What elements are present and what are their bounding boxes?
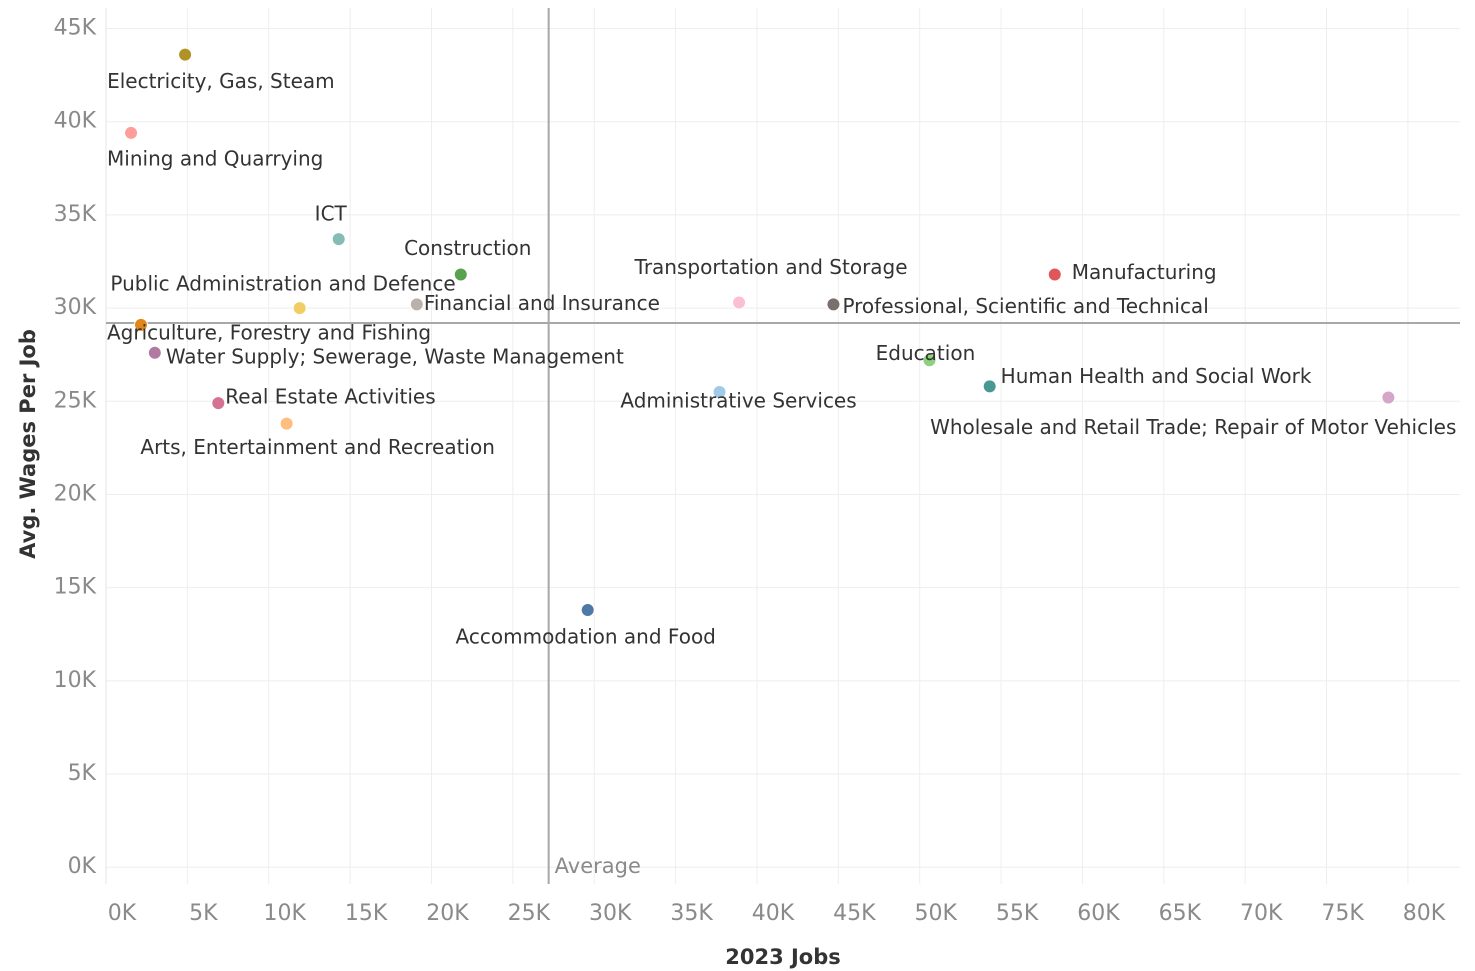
point: [1047, 267, 1062, 282]
point-label: Manufacturing: [1072, 260, 1217, 284]
y-tick-label: 45K: [54, 16, 97, 41]
y-tick-label: 40K: [54, 109, 97, 134]
point: [211, 396, 226, 411]
point-label: Accommodation and Food: [456, 625, 716, 649]
point: [922, 353, 937, 368]
point-label: Arts, Entertainment and Recreation: [140, 435, 495, 459]
y-tick-label: 35K: [54, 202, 97, 227]
point-label: Professional, Scientific and Technical: [842, 294, 1208, 318]
point: [453, 267, 468, 282]
x-tick-label: 15K: [345, 901, 388, 926]
x-tick-label: 70K: [1240, 901, 1283, 926]
x-tick-label: 10K: [264, 901, 307, 926]
y-tick-label: 0K: [68, 854, 97, 879]
y-tick-label: 25K: [54, 388, 97, 413]
x-tick-label: 0K: [108, 901, 137, 926]
point: [732, 295, 747, 310]
point: [147, 345, 162, 360]
point-label: Water Supply; Sewerage, Waste Management: [166, 344, 624, 368]
point: [982, 379, 997, 394]
point-label: Public Administration and Defence: [110, 272, 455, 296]
point: [712, 384, 727, 399]
x-tick-label: 30K: [589, 901, 632, 926]
x-tick-label: 45K: [833, 901, 876, 926]
point: [133, 317, 148, 332]
x-tick-label: 40K: [752, 901, 795, 926]
point-label: Education: [876, 341, 976, 365]
y-tick-label: 15K: [54, 575, 97, 600]
point-label: Construction: [404, 236, 531, 260]
x-tick-label: 5K: [189, 901, 218, 926]
point-label: ICT: [315, 202, 348, 226]
point: [178, 47, 193, 62]
point-label: Human Health and Social Work: [1001, 364, 1312, 388]
y-axis-title: Avg. Wages Per Job: [16, 329, 40, 559]
x-tick-label: 65K: [1159, 901, 1202, 926]
y-tick-label: 30K: [54, 295, 97, 320]
x-tick-label: 20K: [426, 901, 469, 926]
x-tick-label: 55K: [996, 901, 1039, 926]
x-tick-label: 60K: [1077, 901, 1120, 926]
point: [292, 301, 307, 316]
x-tick-label: 75K: [1321, 901, 1364, 926]
point: [331, 232, 346, 247]
x-axis-title: 2023 Jobs: [725, 945, 841, 969]
point-label: Financial and Insurance: [424, 291, 660, 315]
point: [826, 297, 841, 312]
x-tick-label: 25K: [508, 901, 551, 926]
y-tick-label: 20K: [54, 481, 97, 506]
point-label: Mining and Quarrying: [107, 146, 323, 170]
point-label: Electricity, Gas, Steam: [107, 69, 335, 93]
y-tick-label: 5K: [68, 761, 97, 786]
point-label: Real Estate Activities: [225, 385, 435, 409]
point-label: Wholesale and Retail Trade; Repair of Mo…: [930, 415, 1456, 439]
reference-label: Average: [555, 854, 641, 878]
point-label: Administrative Services: [620, 388, 856, 412]
x-tick-label: 80K: [1403, 901, 1446, 926]
point-label: Transportation and Storage: [634, 255, 908, 279]
x-tick-label: 35K: [670, 901, 713, 926]
y-tick-label: 10K: [54, 668, 97, 693]
point-label: Agriculture, Forestry and Fishing: [107, 320, 431, 344]
point: [1381, 390, 1396, 405]
point: [409, 297, 424, 312]
x-tick-label: 50K: [914, 901, 957, 926]
point: [580, 603, 595, 618]
point: [279, 416, 294, 431]
point: [124, 125, 139, 140]
